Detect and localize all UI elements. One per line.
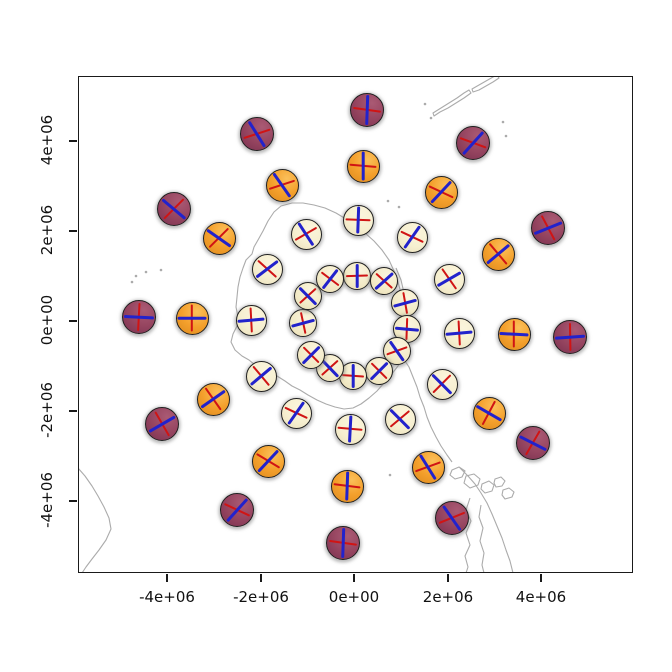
anisotropy-glyph [396, 221, 428, 253]
blue-axis-line [365, 94, 369, 126]
x-tick-label: 0e+00 [328, 588, 380, 606]
anisotropy-glyph [289, 309, 317, 337]
y-tick-label: 4e+06 [38, 114, 56, 166]
blue-axis-line [257, 449, 279, 473]
anisotropy-glyph [122, 300, 156, 334]
blue-axis-line [430, 180, 452, 204]
y-tick [69, 500, 77, 502]
anisotropy-glyph [531, 211, 565, 245]
anisotropy-glyph [251, 444, 285, 478]
anisotropy-glyph [220, 493, 254, 527]
anisotropy-glyph [516, 426, 550, 460]
anisotropy-glyph [443, 317, 475, 349]
blue-axis-line [351, 364, 355, 388]
anisotropy-glyph [157, 192, 191, 226]
y-tick-label: -2e+06 [38, 382, 56, 438]
anisotropy-glyph [342, 204, 374, 236]
anisotropy-glyph [497, 317, 531, 351]
y-tick [69, 320, 77, 322]
anisotropy-glyph [326, 526, 360, 560]
x-tick [447, 574, 449, 582]
blue-axis-line [533, 221, 563, 235]
y-tick [69, 230, 77, 232]
anisotropy-glyph [343, 262, 371, 290]
blue-axis-line [345, 471, 349, 501]
anisotropy-glyph [433, 263, 465, 295]
blue-axis-line [321, 268, 339, 290]
anisotropy-glyph [240, 117, 274, 151]
blue-axis-line [225, 497, 249, 523]
blue-axis-line [436, 271, 462, 287]
plot-area [78, 76, 633, 573]
blue-axis-line [287, 401, 305, 425]
anisotropy-glyph [384, 403, 416, 435]
anisotropy-glyph [472, 396, 506, 430]
anisotropy-glyph [290, 218, 322, 250]
x-tick-label: 4e+06 [515, 588, 567, 606]
anisotropy-glyph [350, 93, 384, 127]
x-tick [353, 574, 355, 582]
x-tick [166, 574, 168, 582]
x-tick-label: -4e+06 [139, 588, 195, 606]
blue-axis-line [361, 151, 365, 181]
anisotropy-glyph [370, 267, 398, 295]
anisotropy-glyph [391, 289, 419, 317]
x-tick [540, 574, 542, 582]
y-tick [69, 410, 77, 412]
y-tick-label: 2e+06 [38, 204, 56, 256]
blue-axis-line [356, 206, 360, 234]
blue-axis-line [200, 389, 226, 409]
anisotropy-glyph [196, 382, 230, 416]
blue-axis-line [403, 225, 421, 249]
anisotropy-glyph [265, 168, 299, 202]
anisotropy-glyph [553, 320, 587, 354]
blue-axis-line [475, 404, 503, 422]
anisotropy-glyph [426, 368, 458, 400]
blue-axis-line [177, 316, 207, 320]
x-tick-label: 2e+06 [422, 588, 474, 606]
blue-axis-line [341, 527, 345, 559]
x-tick-label: -2e+06 [233, 588, 289, 606]
anisotropy-glyph [280, 397, 312, 429]
anisotropy-glyph [481, 237, 515, 271]
y-tick-label: 0e+00 [38, 294, 56, 346]
blue-axis-line [297, 221, 315, 247]
blue-axis-line [148, 415, 176, 433]
anisotropy-glyph [330, 469, 364, 503]
y-tick [69, 140, 77, 142]
anisotropy-glyph [202, 221, 236, 255]
blue-axis-line [442, 504, 462, 532]
blue-axis-line [355, 264, 359, 288]
anisotropy-glyph [346, 149, 380, 183]
anisotropy-glyph [145, 407, 179, 441]
anisotropy-glyph [251, 253, 283, 285]
anisotropy-glyph [456, 126, 490, 160]
anisotropy-glyph [411, 450, 445, 484]
anisotropy-glyph [175, 301, 209, 335]
y-tick-label: -4e+06 [38, 472, 56, 528]
anisotropy-glyph [334, 413, 366, 445]
x-tick [260, 574, 262, 582]
anisotropy-glyph [235, 304, 267, 336]
anisotropy-glyph [297, 341, 325, 369]
anisotropy-glyph [316, 265, 344, 293]
anisotropy-glyph [245, 360, 277, 392]
anisotropy-glyph [424, 175, 458, 209]
anisotropy-glyph [365, 357, 393, 385]
blue-axis-line [519, 435, 547, 451]
blue-axis-line [461, 130, 485, 156]
anisotropy-glyph [435, 501, 469, 535]
